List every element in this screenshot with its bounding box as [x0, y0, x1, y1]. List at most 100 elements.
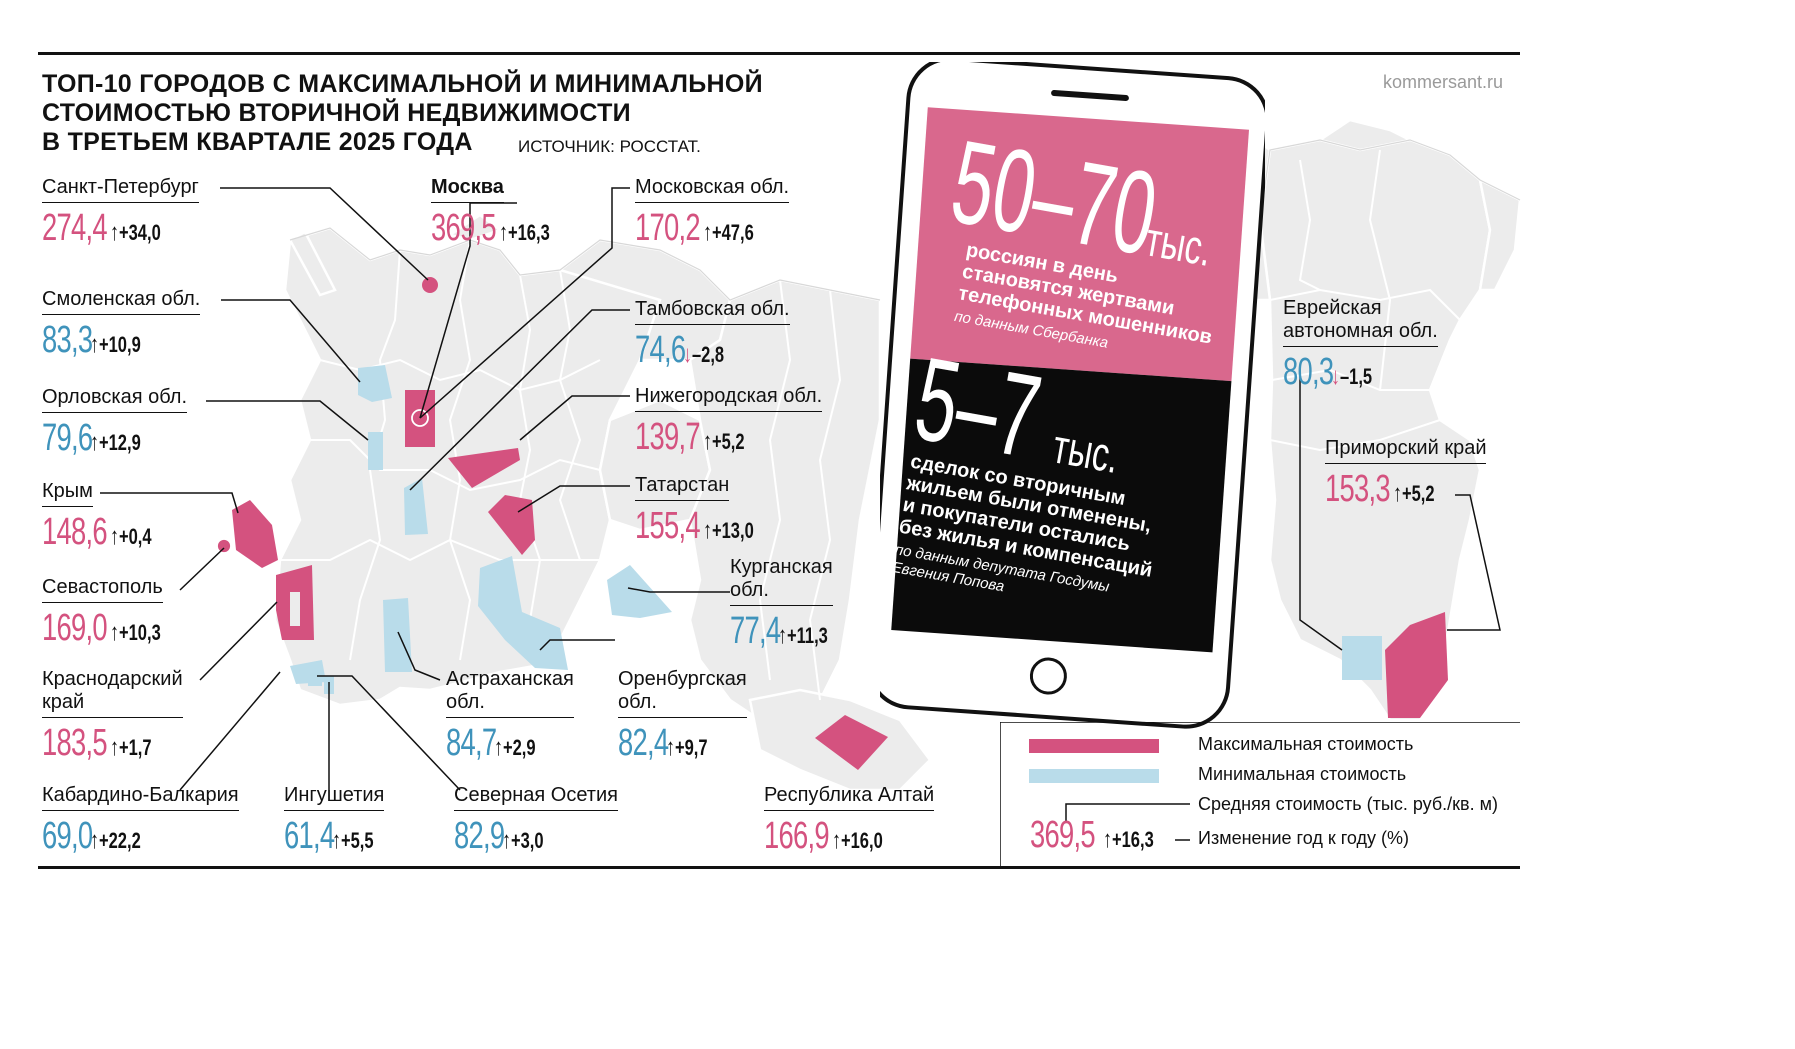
legend-example: 369,5 ↑+16,3 — [1030, 814, 1170, 857]
yoy-change-text: +9,7 — [674, 735, 708, 760]
arrow-up-icon: ↑ — [493, 734, 503, 761]
leader-tambov — [409, 309, 630, 491]
arrow-up-icon: ↑ — [331, 827, 341, 854]
region-values: 77,4↑+11,3 — [730, 610, 844, 653]
legend-min-label: Минимальная стоимость — [1198, 764, 1407, 784]
phone-screen-bottom — [891, 358, 1232, 653]
yoy-change: ↑+10,3 — [110, 619, 161, 647]
site-link[interactable]: kommersant.ru — [1383, 72, 1504, 92]
legend: Максимальная стоимость Минимальная стоим… — [1000, 722, 1520, 866]
region-values: 84,7↑+2,9 — [446, 722, 574, 765]
yoy-change-text: +11,3 — [786, 623, 828, 648]
region-values: 139,7 ↑+5,2 — [635, 416, 822, 459]
region-label-mosobl: Московская обл. 170,2 ↑+47,6 — [635, 176, 790, 250]
price-value: 369,5 — [431, 207, 497, 249]
phone-screen-top — [910, 107, 1250, 382]
yoy-change: ↑+12,9 — [90, 429, 141, 457]
leader-moscow — [419, 202, 517, 419]
region-values: 83,3↑+10,9 — [42, 319, 200, 362]
region-label-primorsky: Приморский край 153,3 ↑+5,2 — [1325, 437, 1487, 511]
region-name: Краснодарский край — [42, 668, 183, 718]
legend-max-swatch — [1029, 739, 1159, 753]
legend-frame — [1000, 722, 1520, 866]
region-values: 369,5 ↑+16,3 — [431, 207, 567, 250]
yoy-change-text: +12,9 — [98, 430, 141, 455]
arrow-up-icon: ↑ — [703, 428, 713, 455]
region-krasnodar-hole — [290, 592, 300, 626]
price-value: 82,4 — [618, 722, 669, 764]
region-osetia — [308, 676, 322, 686]
price-value: 153,3 — [1325, 468, 1391, 510]
legend-example-change: ↑+16,3 — [1103, 826, 1154, 854]
region-label-astrakhan: Астраханская обл. 84,7↑+2,9 — [446, 668, 574, 765]
yoy-change-text: +3,0 — [510, 828, 544, 853]
region-name: Нижегородская обл. — [635, 385, 823, 412]
region-values: 69,0↑+22,2 — [42, 815, 239, 858]
region-name: Астраханская обл. — [446, 668, 574, 718]
region-label-moscow: Москва 369,5 ↑+16,3 — [431, 176, 567, 250]
yoy-change-text: +13,0 — [712, 518, 754, 543]
price-value: 183,5 — [42, 722, 108, 764]
top-rule — [38, 52, 1520, 55]
price-value: 74,6 — [635, 329, 686, 371]
region-name: Севастополь — [42, 576, 163, 603]
region-values: 79,6↑+12,9 — [42, 417, 187, 460]
region-oryol — [368, 432, 383, 470]
yoy-change-text: +47,6 — [712, 220, 754, 245]
region-name: Московская обл. — [635, 176, 790, 203]
arrow-down-icon: ↓ — [1330, 363, 1340, 390]
price-value: 155,4 — [635, 505, 701, 547]
price-value: 77,4 — [730, 610, 781, 652]
yoy-change-text: +10,3 — [119, 620, 161, 645]
region-values: 80,3↓–1,5 — [1283, 351, 1438, 394]
region-name: Курганская обл. — [730, 556, 833, 606]
yoy-change-text: +2,9 — [502, 735, 536, 760]
region-name: Татарстан — [635, 474, 730, 501]
yoy-change: ↑+47,6 — [703, 219, 754, 247]
region-values: 155,4 ↑+13,0 — [635, 505, 771, 548]
region-values: 183,5 ↑+1,7 — [42, 722, 183, 765]
leader-jewish — [1299, 370, 1343, 651]
phone-home-button — [1029, 657, 1067, 695]
region-label-spb: Санкт-Петербург 274,4 ↑+34,0 — [42, 176, 199, 250]
region-label-sevastopol: Севастополь 169,0 ↑+10,3 — [42, 576, 178, 650]
arrow-up-icon: ↑ — [89, 827, 99, 854]
yoy-change: ↑+5,5 — [332, 827, 374, 855]
yoy-change: ↑+1,7 — [110, 734, 152, 762]
region-spb — [422, 277, 438, 293]
region-name: Северная Осетия — [454, 784, 618, 811]
leader-tatarstan — [517, 485, 630, 513]
region-label-oryol: Орловская обл. 79,6↑+12,9 — [42, 386, 188, 460]
yoy-change: ↑+22,2 — [90, 827, 141, 855]
region-name: Москва — [431, 176, 504, 203]
yoy-change-text: +34,0 — [119, 220, 161, 245]
region-label-kbr: Кабардино-Балкария 69,0↑+22,2 — [42, 784, 239, 858]
arrow-up-icon: ↑ — [703, 517, 713, 544]
region-label-smolensk: Смоленская обл. 83,3↑+10,9 — [42, 288, 201, 362]
bottom-rule — [38, 866, 1520, 869]
region-orenburg — [478, 556, 568, 670]
max-regions — [216, 277, 1448, 770]
arrow-up-icon: ↑ — [499, 219, 509, 246]
region-values: 153,3 ↑+5,2 — [1325, 468, 1486, 511]
leader-smolensk — [221, 299, 361, 383]
leader-osetia — [317, 675, 461, 791]
region-name: Ингушетия — [284, 784, 385, 811]
region-tatarstan — [488, 495, 535, 555]
legend-max-label: Максимальная стоимость — [1198, 734, 1414, 754]
arrow-up-icon: ↑ — [110, 619, 120, 646]
yoy-change: ↓–2,8 — [683, 341, 724, 369]
price-value: 170,2 — [635, 207, 701, 249]
region-name: Приморский край — [1325, 437, 1487, 464]
yoy-change: ↑+5,2 — [703, 428, 745, 456]
region-label-jewish: Еврейская автономная обл. 80,3↓–1,5 — [1283, 297, 1438, 394]
region-moscow — [411, 409, 429, 427]
stat1-unit: тыс. — [1142, 211, 1216, 276]
yoy-change: ↑+9,7 — [666, 734, 708, 762]
leader-astrakhan — [397, 631, 441, 681]
region-label-ingushetia: Ингушетия 61,4↑+5,5 — [284, 784, 387, 858]
region-label-kurgan: Курганская обл. 77,4↑+11,3 — [730, 556, 844, 653]
price-value: 61,4 — [284, 815, 335, 857]
yoy-change: ↑+16,0 — [832, 827, 883, 855]
arrow-up-icon: ↑ — [110, 734, 120, 761]
